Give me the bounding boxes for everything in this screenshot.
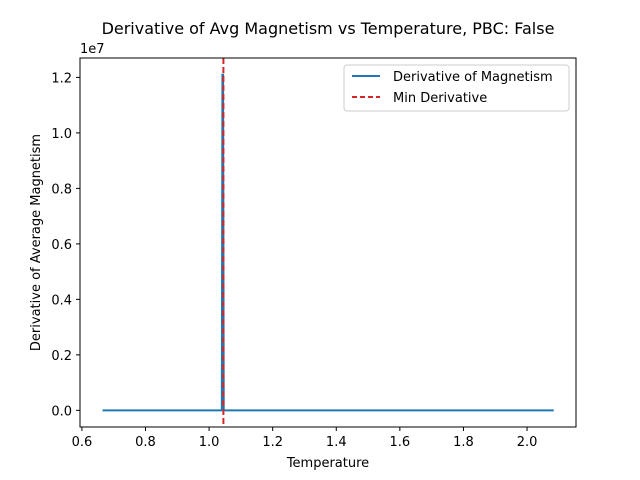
y-tick-label: 0.2 [51, 349, 72, 364]
legend-box [343, 64, 570, 112]
x-tick-label: 2.0 [517, 435, 538, 450]
y-tick-label: 0.6 [51, 238, 72, 253]
chart-title: Derivative of Avg Magnetism vs Temperatu… [102, 19, 555, 38]
legend-label-derivative: Derivative of Magnetism [393, 70, 553, 85]
y-tick-label: 0.0 [51, 404, 72, 419]
x-tick-label: 1.8 [453, 435, 474, 450]
x-tick-label: 0.8 [135, 435, 156, 450]
y-tick-label: 1.0 [51, 127, 72, 142]
y-tick-label: 1.2 [51, 71, 72, 86]
legend: Derivative of Magnetism Min Derivative [343, 64, 570, 112]
x-tick-label: 1.4 [326, 435, 347, 450]
x-tick-label: 1.6 [390, 435, 411, 450]
y-tick-label: 0.4 [51, 293, 72, 308]
y-tick-label: 0.8 [51, 182, 72, 197]
plot-frame [79, 57, 577, 428]
series-line-derivative-of-magnetism [102, 73, 554, 412]
x-tick-label: 1.0 [199, 435, 220, 450]
x-axis-label: Temperature [286, 456, 369, 471]
legend-label-min-derivative: Min Derivative [393, 91, 487, 106]
x-tick-label: 1.2 [262, 435, 283, 450]
y-axis-offset-label: 1e7 [80, 42, 105, 57]
y-axis-label: Derivative of Average Magnetism [29, 134, 44, 351]
x-tick-label: 0.6 [72, 435, 93, 450]
